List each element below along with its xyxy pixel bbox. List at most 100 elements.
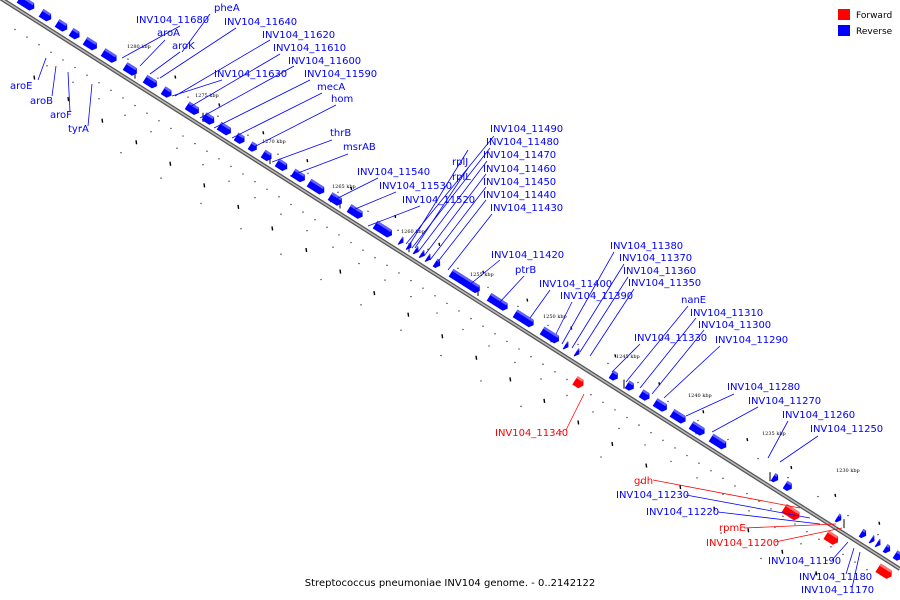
label-leader-line: [174, 39, 271, 97]
reverse-gene-block: [82, 36, 97, 51]
scatter-dot: [488, 345, 490, 347]
reverse-gene-block: [290, 168, 305, 183]
scatter-dot: [194, 142, 196, 145]
gene-label: INV104_11460: [483, 164, 556, 175]
scatter-dot: [698, 462, 700, 464]
scatter-mark: [834, 493, 837, 498]
scatter-dot: [50, 51, 52, 54]
label-leader-line: [685, 494, 811, 519]
forward-gene-block: [875, 563, 892, 579]
gene-label: aroE: [10, 81, 32, 92]
gene-label: INV104_11440: [483, 190, 556, 201]
scatter-dot: [290, 203, 292, 206]
reverse-gene-block: [327, 192, 342, 206]
scatter-mark: [373, 291, 376, 296]
scatter-dot: [278, 196, 280, 198]
gene-label: INV104_11340: [495, 428, 568, 439]
scatter-mark: [350, 186, 353, 191]
label-leader-line: [187, 53, 281, 109]
gene-label: INV104_11370: [619, 253, 692, 264]
label-leader-line: [663, 345, 721, 399]
scatter-dot: [332, 246, 334, 248]
scatter-dot: [748, 510, 750, 512]
scatter-mark: [271, 226, 274, 231]
reverse-gene-block: [882, 544, 891, 554]
scatter-dot: [638, 424, 640, 426]
gene-label: rplJ: [452, 157, 468, 168]
gene-label: INV104_11480: [486, 137, 559, 148]
label-leader-line: [289, 153, 349, 177]
scatter-dot: [794, 523, 796, 525]
scatter-dot: [127, 58, 129, 60]
scatter-dot: [397, 229, 399, 232]
label-leader-line: [414, 167, 469, 249]
scatter-dot: [306, 229, 308, 232]
reverse-gene-block: [608, 370, 618, 381]
scale-tick-label: 1250 kbp: [543, 314, 567, 320]
label-leader-line: [171, 79, 223, 97]
scatter-dot: [866, 568, 868, 571]
scatter-dot: [487, 286, 489, 289]
label-leader-line: [213, 79, 311, 129]
label-leader-line: [271, 139, 333, 163]
scatter-dot: [176, 147, 178, 149]
label-leader-line: [423, 173, 487, 257]
label-leader-line: [565, 393, 585, 431]
scatter-dot: [72, 81, 74, 83]
scatter-mark: [475, 355, 478, 360]
scatter-dot: [458, 310, 460, 312]
reverse-gene-block: [260, 149, 272, 162]
scatter-mark: [645, 463, 648, 468]
label-leader-line: [555, 301, 573, 335]
label-leader-line: [329, 177, 379, 203]
reverse-gene-block: [142, 74, 157, 89]
scatter-mark: [169, 161, 172, 166]
gene-label: INV104_11380: [610, 241, 683, 252]
label-leader-line: [779, 435, 819, 463]
reverse-gene-block: [54, 19, 68, 32]
scatter-dot: [760, 557, 762, 560]
scatter-dot: [696, 477, 698, 479]
scatter-mark: [237, 204, 240, 209]
scatter-dot: [326, 226, 328, 229]
reverse-gene-block: [274, 158, 288, 172]
label-leader-line: [411, 147, 491, 249]
scatter-dot: [170, 127, 172, 130]
scatter-dot: [337, 191, 339, 193]
reverse-gene-block: [16, 0, 35, 11]
reverse-gene-block: [834, 513, 842, 523]
scatter-mark: [438, 242, 441, 246]
scatter-mark: [526, 298, 529, 302]
scatter-mark: [174, 75, 177, 79]
scatter-dot: [320, 278, 322, 281]
reverse-gene-block: [201, 112, 215, 125]
scatter-dot: [80, 126, 82, 129]
reverse-gene-block: [652, 398, 667, 412]
legend-reverse-swatch: [838, 25, 850, 36]
scatter-dot: [697, 419, 699, 422]
scatter-dot: [26, 36, 28, 38]
scatter-dot: [680, 507, 682, 509]
scatter-dot: [547, 324, 549, 327]
reverse-gene-block: [892, 550, 900, 561]
gene-label: INV104_11640: [224, 17, 297, 28]
reverse-gene-block: [38, 9, 52, 22]
gene-label: INV104_11600: [288, 56, 361, 67]
scatter-dot: [650, 432, 652, 434]
scatter-dot: [618, 427, 620, 430]
legend-forward-swatch: [838, 9, 850, 20]
scatter-dot: [160, 177, 162, 179]
scatter-mark: [101, 118, 104, 123]
label-leader-line: [651, 329, 705, 395]
scatter-dot: [98, 98, 100, 100]
scatter-dot: [817, 495, 819, 498]
forward-gene-block: [572, 376, 584, 389]
scatter-dot: [206, 150, 208, 152]
scatter-dot: [514, 361, 516, 364]
gene-label: INV104_11610: [273, 43, 346, 54]
gene-label: INV104_11530: [379, 181, 452, 192]
reverse-gene-block: [562, 341, 569, 350]
label-leader-lines: [37, 13, 861, 589]
forward-gene-block: [781, 503, 800, 521]
gene-label: gdh: [634, 476, 653, 487]
